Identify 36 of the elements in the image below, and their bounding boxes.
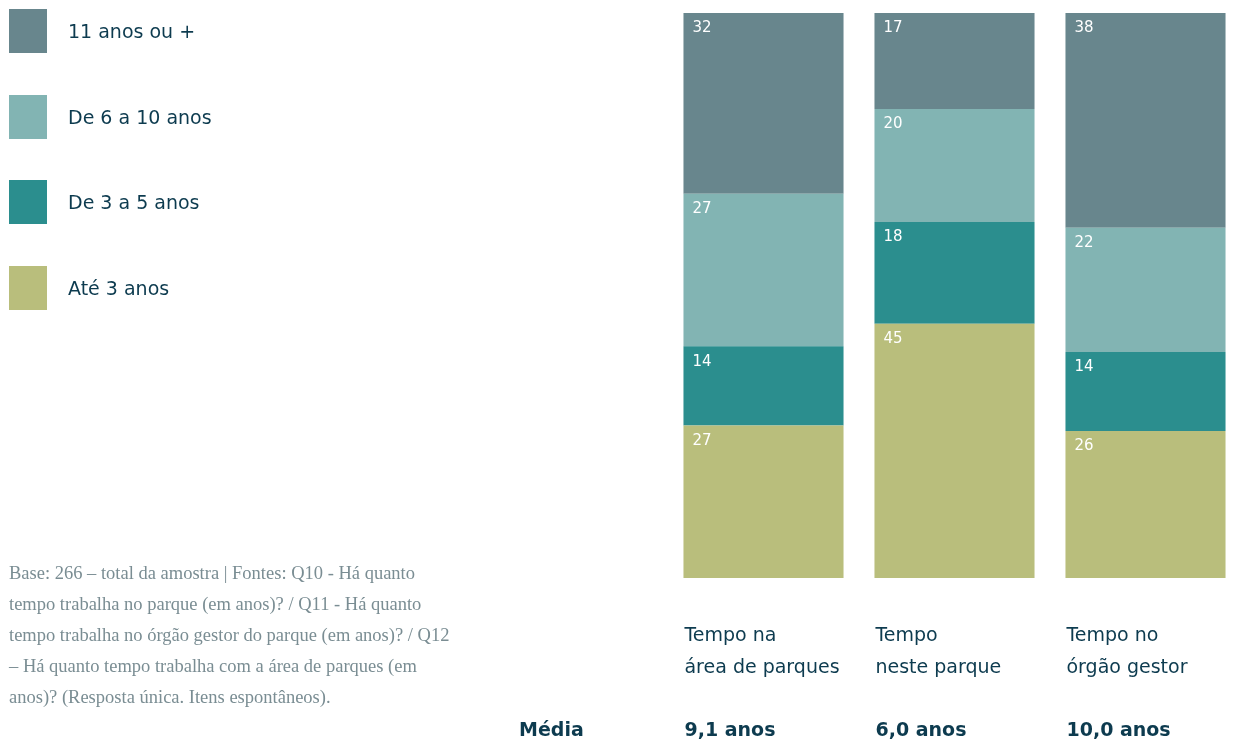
legend-label: De 3 a 5 anos: [68, 191, 200, 213]
data-label: 17: [883, 18, 903, 37]
bar: [683, 346, 844, 426]
data-label: 22: [1074, 233, 1094, 252]
data-label: 18: [883, 227, 903, 246]
data-label: 27: [692, 430, 712, 449]
bar: [1065, 352, 1226, 432]
data-label: 20: [883, 114, 903, 133]
legend-label: De 6 a 10 anos: [68, 105, 212, 128]
legend-label: 11 anos ou +: [68, 20, 196, 42]
text: 6,0 anos: [875, 717, 967, 740]
data-label: 27: [692, 199, 712, 218]
text: Média: [519, 717, 584, 740]
bar: [874, 323, 1035, 578]
bar: [874, 222, 1035, 324]
data-label: 26: [1074, 436, 1094, 455]
bar: [683, 193, 844, 347]
bar: [1065, 13, 1226, 228]
data-label: 38: [1074, 18, 1094, 37]
data-label: 14: [692, 351, 712, 370]
bar: [874, 13, 1035, 110]
bar: [874, 109, 1035, 223]
bar: [1065, 227, 1226, 352]
x-tick-label: Tempo no órgão gestor: [1065, 622, 1188, 677]
text: 10,0 anos: [1066, 717, 1171, 740]
data-label: 14: [1074, 357, 1094, 376]
x-tick-label: Tempo na área de parques: [683, 622, 840, 677]
text: 9,1 anos: [684, 717, 776, 740]
text: Base: 266 – total da amostra | Fontes: Q10 - Há quanto tempo trabalha no parque (em anos)? / Q11 - Há quanto tempo trabalha no órgão gestor do parque (em anos)? / Q12 – Há quanto tempo trabalha com a área de parques (em anos)? (Resposta única. Itens espontâneos).: [9, 562, 451, 709]
x-tick-label: Tempo neste parque: [874, 622, 1002, 677]
data-label: 32: [692, 18, 712, 37]
bar: [683, 13, 844, 194]
bar: [683, 425, 844, 578]
bar: [1065, 431, 1226, 578]
data-label: 45: [883, 329, 903, 348]
legend-label: Até 3 anos: [68, 276, 170, 299]
